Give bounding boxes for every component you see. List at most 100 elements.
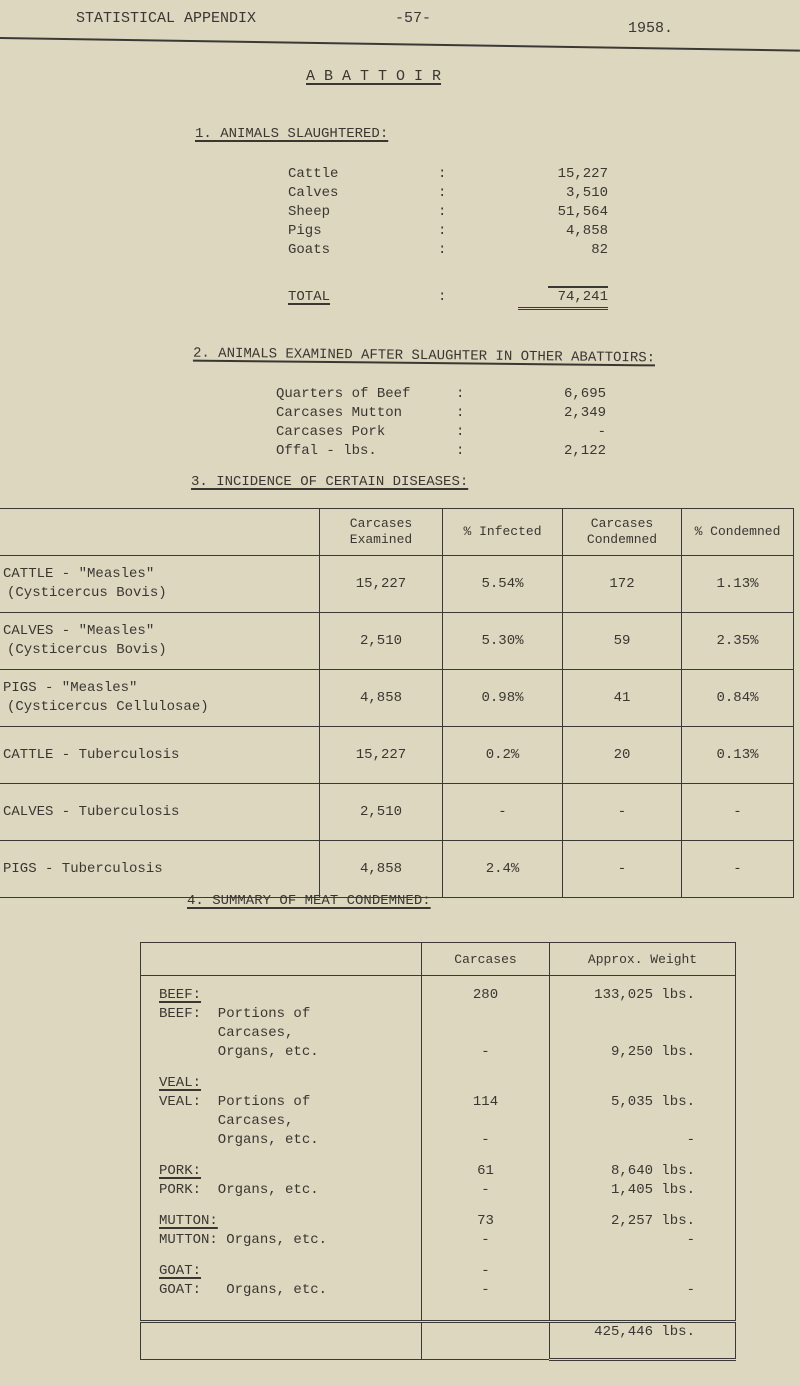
row-value: 3,510 <box>565 185 608 201</box>
cell-infected: 5.30% <box>442 612 563 670</box>
item-label: BEEF: Portions of <box>159 1006 311 1022</box>
row-label: Carcases Pork <box>276 424 386 440</box>
carcases-value: - <box>481 1263 490 1279</box>
row-label-cell: PIGS - "Measles" (Cysticercus Cellulosae) <box>0 669 320 727</box>
cell-pct-condemned: 0.84% <box>681 669 794 727</box>
cell-examined: 15,227 <box>319 555 443 613</box>
group-title: PORK: <box>159 1163 202 1179</box>
carcases-value: - <box>481 1182 490 1198</box>
cell-pct-condemned: 2.35% <box>681 612 794 670</box>
cell-condemned: - <box>562 840 682 898</box>
item-label: Organs, etc. <box>159 1044 319 1060</box>
table-row: CALVES - Tuberculosis 2,510- - - <box>0 783 794 841</box>
disease-label: CATTLE - "Measles" <box>3 566 155 582</box>
col-header: Carcases Examined <box>319 508 443 556</box>
col-header: % Condemned <box>681 508 794 556</box>
row-label: Pigs <box>288 223 322 239</box>
cell-infected: 2.4% <box>442 840 563 898</box>
carcases-value <box>422 1005 549 1024</box>
group-title: BEEF: <box>159 987 202 1003</box>
total-row: 425,446 lbs. <box>140 1320 736 1361</box>
row-value: - <box>597 424 606 440</box>
disease-label: PIGS - Tuberculosis <box>3 860 163 877</box>
carcases-value <box>422 1112 549 1131</box>
cell-examined: 2,510 <box>319 612 443 670</box>
row-value: 2,349 <box>563 405 606 421</box>
carcases-value: - <box>481 1232 490 1248</box>
meat-condemned-table: Carcases Approx. Weight BEEF: BEEF: Porti… <box>140 942 736 1361</box>
row-label: Goats <box>288 242 331 258</box>
row-label-cell: CATTLE - "Measles" (Cysticercus Bovis) <box>0 555 320 613</box>
item-label: GOAT: Organs, etc. <box>159 1282 328 1298</box>
cell-pct-condemned: - <box>681 783 794 841</box>
weight-value <box>550 1262 695 1281</box>
section1-heading: 1. ANIMALS SLAUGHTERED: <box>195 126 389 142</box>
table-header-row: Carcases Approx. Weight <box>140 942 736 976</box>
carcases-value: - <box>481 1044 490 1060</box>
item-label: Carcases, <box>159 1113 294 1129</box>
weight-value: 9,250 lbs. <box>610 1044 695 1060</box>
item-label: MUTTON: Organs, etc. <box>159 1232 328 1248</box>
disease-sub: (Cysticercus Bovis) <box>7 585 167 601</box>
weight-value: - <box>686 1282 695 1298</box>
header-rule <box>0 37 800 52</box>
carcases-value: 73 <box>477 1213 494 1229</box>
col-header: Approx. Weight <box>549 942 736 976</box>
section2-heading: 2. ANIMALS EXAMINED AFTER SLAUGHTER IN O… <box>192 345 656 367</box>
weight-value <box>550 1024 695 1043</box>
page-title: A B A T T O I R <box>306 68 442 85</box>
section3-heading: 3. INCIDENCE OF CERTAIN DISEASES: <box>191 474 469 490</box>
cell-pct-condemned: 0.13% <box>681 726 794 784</box>
carcases-value: 61 <box>477 1163 494 1179</box>
section4-heading: 4. SUMMARY OF MEAT CONDEMNED: <box>187 893 431 909</box>
row-label: Cattle <box>288 166 339 182</box>
disease-label: CALVES - "Measles" <box>3 623 155 639</box>
carcases-value: 280 <box>472 987 499 1003</box>
weight-value: 133,025 lbs. <box>594 987 695 1003</box>
row-value: 51,564 <box>557 204 608 220</box>
total-weight: 425,446 lbs. <box>549 1320 736 1361</box>
cell-condemned: 41 <box>562 669 682 727</box>
cell-infected: 5.54% <box>442 555 563 613</box>
animals-slaughtered-list: Cattle:15,227 Calves:3,510 Sheep:51,564 … <box>288 165 608 310</box>
weight-value: 2,257 lbs. <box>610 1213 695 1229</box>
total-label: TOTAL <box>288 289 331 305</box>
diseases-table: Carcases Examined % Infected Carcases Co… <box>0 508 794 898</box>
weight-value <box>550 1112 695 1131</box>
weight-value: 1,405 lbs. <box>610 1182 695 1198</box>
weight-value: - <box>686 1132 695 1148</box>
group-title: MUTTON: <box>159 1213 218 1229</box>
cell-examined: 4,858 <box>319 840 443 898</box>
group-title: GOAT: <box>159 1263 202 1279</box>
row-value: 2,122 <box>563 443 606 459</box>
cell-condemned: 59 <box>562 612 682 670</box>
disease-sub: (Cysticercus Bovis) <box>7 642 167 658</box>
row-value: 82 <box>591 242 608 258</box>
cell-pct-condemned: 1.13% <box>681 555 794 613</box>
table-row: CATTLE - "Measles" (Cysticercus Bovis) 15,… <box>0 555 794 613</box>
disease-sub: (Cysticercus Cellulosae) <box>7 699 209 715</box>
col-header: Carcases Condemned <box>562 508 682 556</box>
cell-condemned: - <box>562 783 682 841</box>
row-label: Offal - lbs. <box>276 443 377 459</box>
total-value: 74,241 <box>518 288 608 310</box>
header-left: STATISTICAL APPENDIX <box>76 10 257 27</box>
cell-examined: 2,510 <box>319 783 443 841</box>
item-label: Organs, etc. <box>159 1132 319 1148</box>
weight-value: 5,035 lbs. <box>610 1094 695 1110</box>
weight-value: - <box>686 1232 695 1248</box>
table-header-row: Carcases Examined % Infected Carcases Co… <box>0 508 794 556</box>
row-label: Calves <box>288 185 339 201</box>
disease-label: CALVES - Tuberculosis <box>3 803 180 820</box>
cell-infected: 0.2% <box>442 726 563 784</box>
cell-examined: 4,858 <box>319 669 443 727</box>
table-row: CATTLE - Tuberculosis 15,227 0.2% 20 0.13% <box>0 726 794 784</box>
carcases-value: 114 <box>472 1094 499 1110</box>
row-label: Carcases Mutton <box>276 405 403 421</box>
row-value: 6,695 <box>563 386 606 402</box>
table-row: CALVES - "Measles" (Cysticercus Bovis) 2,5… <box>0 612 794 670</box>
other-abattoirs-list: Quarters of Beef:6,695 Carcases Mutton:2… <box>276 386 606 459</box>
item-label: VEAL: Portions of <box>159 1094 311 1110</box>
row-label-cell: CATTLE - Tuberculosis <box>0 726 320 784</box>
year: 1958. <box>628 20 674 37</box>
